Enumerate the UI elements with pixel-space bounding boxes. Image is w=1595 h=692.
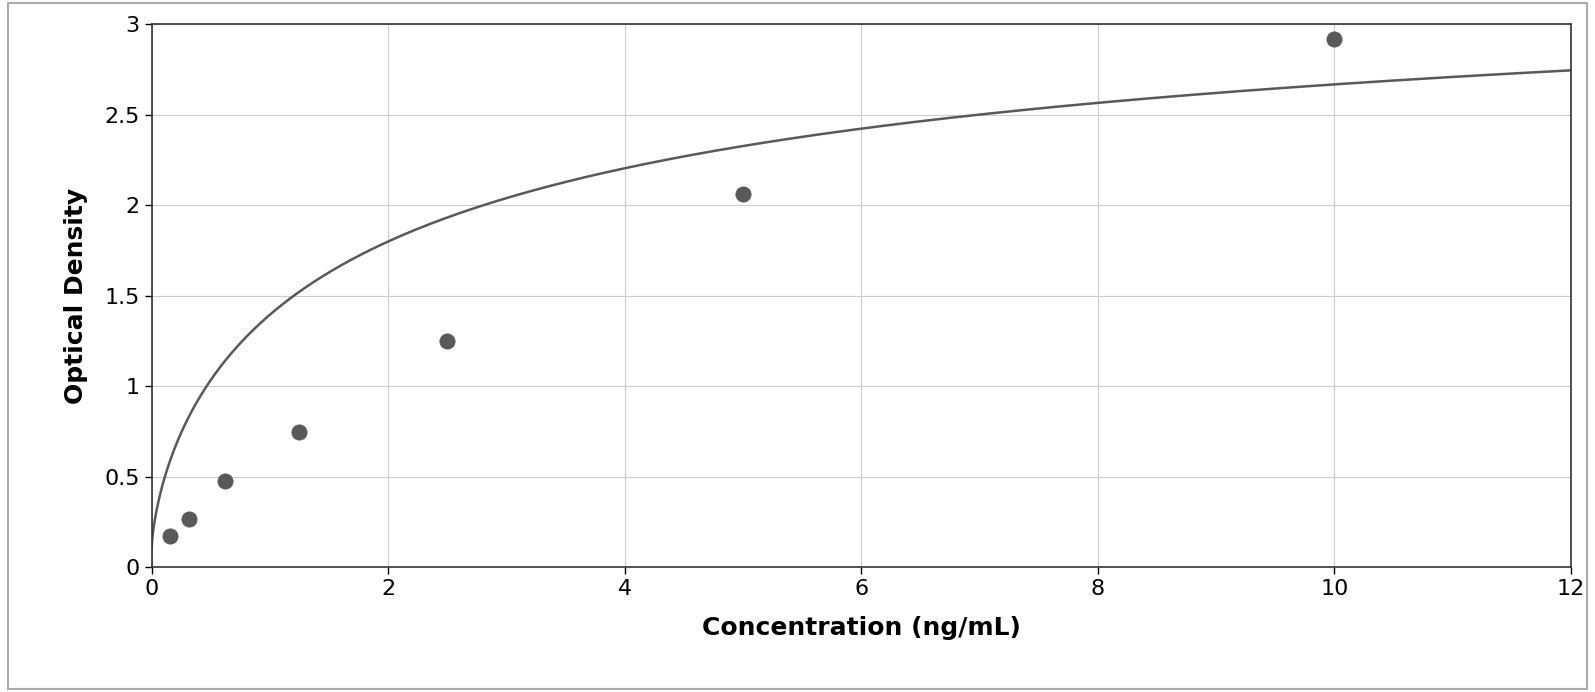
Point — [175, 513, 201, 524]
Point — [212, 475, 238, 486]
Y-axis label: Optical Density: Optical Density — [64, 188, 88, 404]
X-axis label: Concentration (ng/mL): Concentration (ng/mL) — [702, 616, 1021, 640]
Point — [1322, 33, 1348, 44]
Point — [731, 189, 756, 200]
Point — [287, 426, 313, 437]
Point — [158, 530, 183, 541]
Point — [434, 336, 459, 347]
